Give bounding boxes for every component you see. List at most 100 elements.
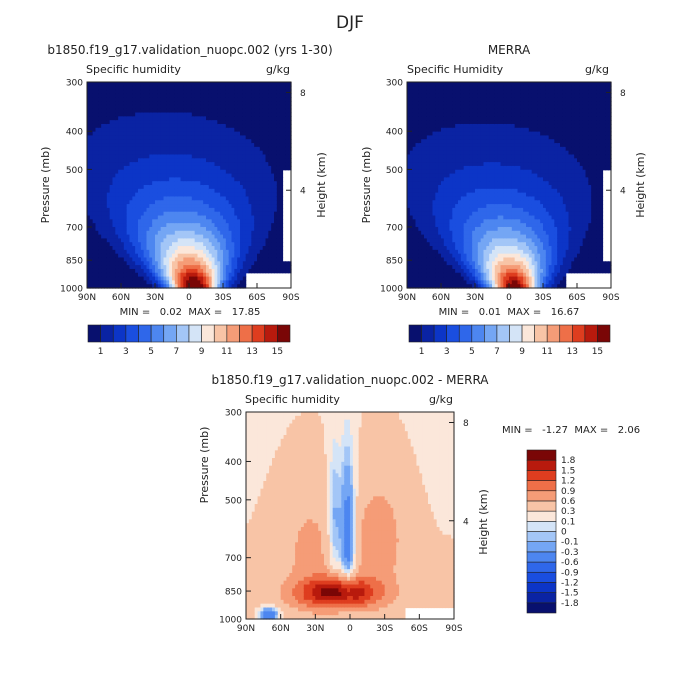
heatmap-cell [104,272,108,278]
heatmap-cell [140,272,145,278]
heatmap-cell [132,257,136,262]
heatmap-cell [138,219,142,224]
heatmap-cell [132,200,136,205]
colorbar-swatch [163,324,177,343]
heatmap-cell [89,181,94,186]
heatmap-cell [95,143,99,148]
heatmap-cell [95,196,99,201]
heatmap-cell [149,223,153,228]
heatmap-cell [109,120,114,125]
heatmap-cell [138,261,142,266]
heatmap-cell [135,165,139,171]
heatmap-cell [98,246,102,251]
heatmap-cell [104,158,108,163]
heatmap-cell [101,101,105,106]
heatmap-cell [92,127,97,133]
heatmap-cell [143,116,148,121]
heatmap-cell [104,127,108,133]
heatmap-cell [95,104,99,110]
heatmap-cell [129,196,133,201]
heatmap-cell [140,89,145,95]
heatmap-cell [98,177,102,182]
heatmap-cell [106,207,111,213]
heatmap-cell [98,200,102,205]
heatmap-cell [115,154,119,159]
heatmap-cell [149,226,153,232]
heatmap-cell [92,93,97,98]
heatmap-cell [118,116,122,121]
heatmap-cell [126,261,131,266]
heatmap-cell [89,276,94,281]
heatmap-cell [92,131,97,136]
heatmap-cell [118,207,122,213]
heatmap-cell [101,272,105,278]
heatmap-cell [109,272,114,278]
heatmap-cell [106,181,111,186]
heatmap-cell [129,154,133,159]
heatmap-cell [98,223,102,228]
heatmap-cell [101,127,105,133]
heatmap-cell [104,276,108,281]
heatmap-cell [95,112,99,117]
heatmap-cell [101,249,105,255]
heatmap-cell [118,82,122,87]
heatmap-cell [135,223,139,228]
heatmap-cell [95,169,99,175]
heatmap-cell [132,211,136,217]
heatmap-cell [121,272,125,278]
heatmap-cell [89,204,94,209]
heatmap-cell [129,169,133,175]
heatmap-cell [129,265,133,270]
heatmap-cell [143,246,148,251]
heatmap-cell [87,150,91,156]
figure-title: DJF [336,13,364,33]
heatmap-cell [135,143,139,148]
heatmap-cell [149,116,153,121]
heatmap-cell [138,169,142,175]
heatmap-cell [106,265,111,270]
heatmap-cell [152,101,156,106]
heatmap-cell [115,230,119,236]
heatmap-cell [143,200,148,205]
heatmap-cell [89,253,94,259]
heatmap-cell [143,261,148,266]
heatmap-cell [129,192,133,198]
heatmap-cell [92,97,97,102]
heatmap-cell [87,226,91,232]
heatmap-cell [101,211,105,217]
heatmap-cell [126,268,131,274]
heatmap-cell [146,127,150,133]
heatmap-cell [149,104,153,110]
heatmap-cell [112,143,116,148]
heatmap-cell [104,185,108,190]
heatmap-cell [104,143,108,148]
heatmap-cell [143,173,148,178]
heatmap-cell [95,280,99,285]
heatmap-cell [146,226,150,232]
heatmap-cell [126,165,131,171]
heatmap-cell [115,192,119,198]
heatmap-cell [101,116,105,121]
heatmap-cell [129,181,133,186]
heatmap-cell [121,219,125,224]
heatmap-cell [101,82,105,87]
heatmap-cell [121,238,125,243]
heatmap-cell [140,104,145,110]
heatmap-cell [129,120,133,125]
heatmap-cell [95,207,99,213]
heatmap-cell [146,165,150,171]
colorbar-tick-label: 1 [98,347,104,357]
heatmap-cell [143,185,148,190]
heatmap-cell [121,246,125,251]
heatmap-cell [146,246,150,251]
heatmap-cell [106,246,111,251]
heatmap-cell [112,242,116,247]
heatmap-cell [138,230,142,236]
heatmap-cell [146,185,150,190]
heatmap-cell [132,97,136,102]
heatmap-cell [92,116,97,121]
heatmap-cell [129,257,133,262]
heatmap-cell [89,101,94,106]
heatmap-cell [87,223,91,228]
heatmap-cell [123,280,128,285]
